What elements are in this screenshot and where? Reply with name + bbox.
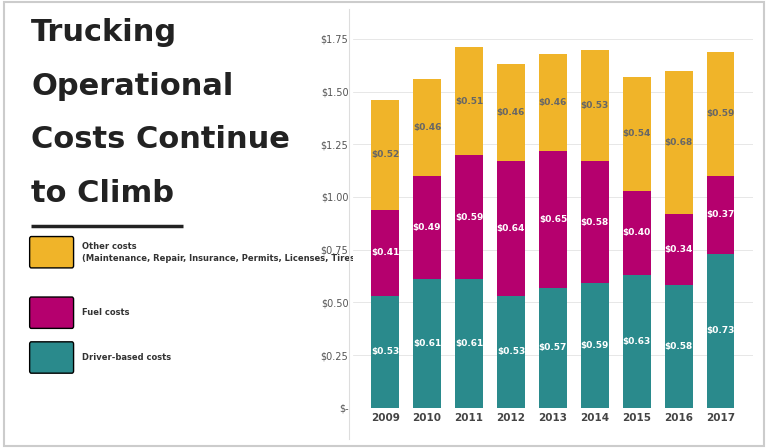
FancyBboxPatch shape [30, 237, 74, 268]
Bar [624, 275, 650, 408]
Text: Costs Continue: Costs Continue [31, 125, 290, 155]
FancyBboxPatch shape [30, 342, 74, 373]
Bar [455, 155, 482, 279]
Text: $0.61: $0.61 [455, 339, 483, 348]
Text: $0.59: $0.59 [707, 109, 735, 118]
Text: $0.65: $0.65 [539, 215, 567, 224]
Bar [624, 77, 650, 191]
Text: $0.54: $0.54 [623, 129, 651, 138]
Text: $0.49: $0.49 [412, 223, 442, 232]
Text: $0.51: $0.51 [455, 97, 483, 106]
Bar [455, 47, 482, 155]
Text: $0.46: $0.46 [497, 108, 525, 117]
Bar [413, 79, 441, 176]
Bar [413, 176, 441, 279]
Bar [707, 52, 734, 176]
Text: $0.34: $0.34 [664, 245, 693, 254]
Bar [707, 176, 734, 254]
Bar [707, 254, 734, 408]
Text: $0.46: $0.46 [539, 98, 567, 107]
Text: $0.53: $0.53 [581, 101, 609, 110]
Text: Trucking: Trucking [31, 18, 177, 47]
FancyBboxPatch shape [30, 297, 74, 328]
Text: $0.63: $0.63 [623, 337, 651, 346]
Text: $0.61: $0.61 [413, 339, 441, 348]
Bar [372, 210, 399, 296]
Bar [665, 71, 693, 214]
Bar [581, 161, 608, 284]
Bar [665, 285, 693, 408]
Bar [581, 284, 608, 408]
Text: $0.64: $0.64 [497, 224, 525, 233]
Text: $0.40: $0.40 [623, 228, 651, 237]
Text: $0.58: $0.58 [665, 342, 693, 351]
Bar [498, 64, 525, 161]
Bar [455, 279, 482, 408]
Bar [498, 296, 525, 408]
Bar [539, 54, 567, 151]
Text: $0.37: $0.37 [707, 211, 735, 220]
Text: Other costs
(Maintenance, Repair, Insurance, Permits, Licenses, Tires, Tolls): Other costs (Maintenance, Repair, Insura… [82, 242, 386, 263]
Bar [665, 214, 693, 285]
Text: Driver-based costs: Driver-based costs [82, 353, 171, 362]
Bar [581, 50, 608, 161]
Text: $0.53: $0.53 [497, 347, 525, 356]
Text: $0.68: $0.68 [665, 138, 693, 147]
Text: $0.53: $0.53 [371, 347, 399, 356]
Bar [624, 191, 650, 275]
Bar [413, 279, 441, 408]
Text: $0.58: $0.58 [581, 218, 609, 227]
Bar [498, 161, 525, 296]
Text: $0.41: $0.41 [371, 248, 399, 257]
Bar [539, 288, 567, 408]
Bar [372, 296, 399, 408]
Text: $0.57: $0.57 [539, 343, 567, 352]
Text: to Climb: to Climb [31, 179, 174, 208]
Text: $0.46: $0.46 [413, 123, 442, 132]
Bar [372, 100, 399, 210]
Text: $0.59: $0.59 [455, 212, 483, 221]
Text: $0.59: $0.59 [581, 341, 609, 350]
Text: $0.73: $0.73 [707, 326, 735, 335]
Bar [539, 151, 567, 288]
Text: Operational: Operational [31, 72, 233, 101]
Text: $0.52: $0.52 [371, 151, 399, 159]
Text: Fuel costs: Fuel costs [82, 308, 130, 317]
